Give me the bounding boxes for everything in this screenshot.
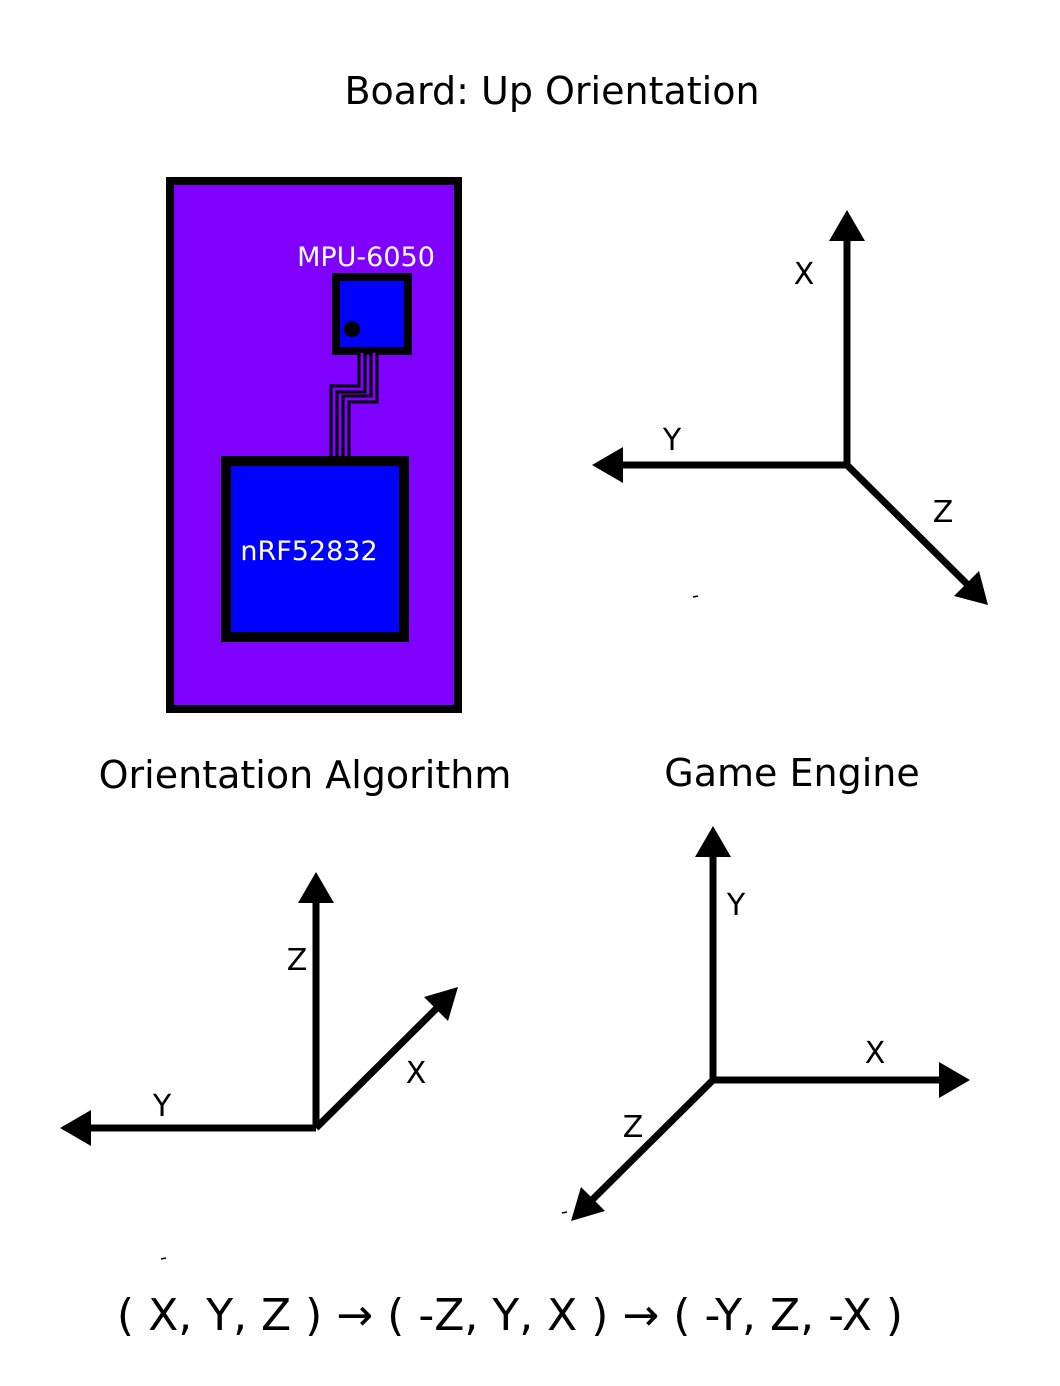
board-arrowhead-up-icon [829, 210, 865, 241]
algorithm-axis-diagonal-label: X [406, 1056, 427, 1091]
trace2-inner [332, 353, 364, 460]
algorithm-arrowhead-diagonal-icon [424, 987, 458, 1021]
nrf-chip-label: nRF52832 [240, 536, 377, 567]
board-axis-diagonal-label: Z [933, 495, 954, 530]
algorithm-axes: Z Y X [60, 872, 458, 1146]
board-axis-left-label: Y [662, 423, 682, 458]
pin1-dot [344, 321, 360, 337]
engine-title: Game Engine [664, 751, 919, 795]
engine-axis-diagonal-label: Z [623, 1110, 644, 1145]
board-axis-up-label: X [794, 257, 815, 292]
mpu-chip [332, 273, 412, 355]
mapping-formula: ( X, Y, Z ) → ( -Z, Y, X ) → ( -Y, Z, -X… [117, 1290, 903, 1341]
board-arrowhead-diagonal-icon [954, 571, 988, 605]
pcb-board: MPU-6050 nRF52832 [166, 177, 462, 713]
algorithm-axis-up-label: Z [287, 943, 308, 978]
engine-axis-diagonal [587, 1077, 716, 1205]
speck-1 [692, 595, 699, 598]
engine-arrowhead-right-icon [939, 1062, 970, 1098]
nrf-chip [221, 456, 409, 642]
trace-inner [344, 353, 376, 460]
engine-axis-up-label: Y [726, 888, 746, 923]
speck-2 [561, 1211, 568, 1214]
mpu-chip-label: MPU-6050 [297, 242, 435, 273]
algorithm-arrowhead-up-icon [298, 872, 334, 903]
board-axis-diagonal [844, 462, 973, 590]
algorithm-axis-diagonal [313, 1003, 442, 1131]
engine-arrowhead-diagonal-icon [571, 1187, 605, 1221]
algorithm-title: Orientation Algorithm [99, 753, 512, 797]
board-arrowhead-left-icon [592, 447, 623, 483]
board-axes: X Y Z [592, 210, 988, 605]
speck-3 [160, 1257, 167, 1260]
algorithm-arrowhead-left-icon [60, 1110, 91, 1146]
board-title: Board: Up Orientation [344, 69, 759, 113]
engine-axes: Y X Z [571, 826, 970, 1221]
engine-axis-right-label: X [865, 1036, 886, 1071]
algorithm-axis-left-label: Y [152, 1089, 172, 1124]
engine-arrowhead-up-icon [695, 826, 731, 857]
